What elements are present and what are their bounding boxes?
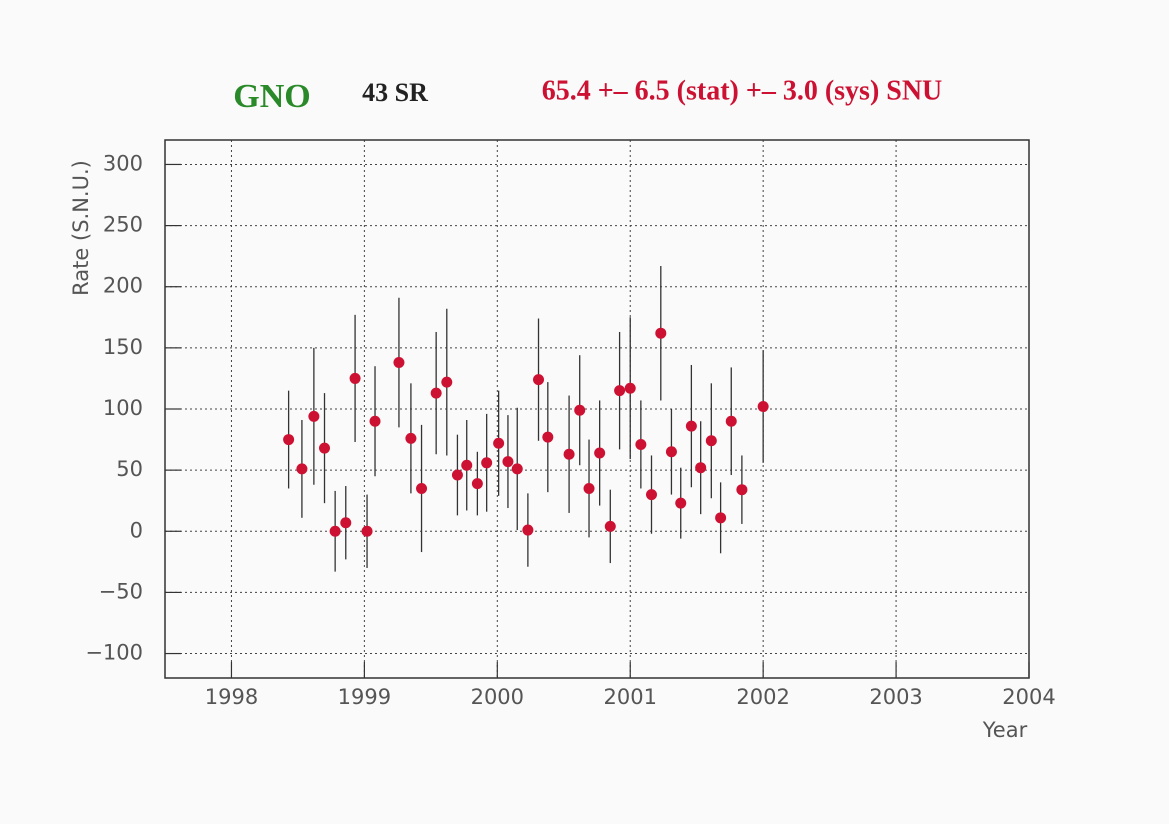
- chart-title: GNO: [233, 78, 310, 115]
- data-point: [430, 387, 442, 399]
- y-tick-label: 0: [130, 518, 143, 542]
- data-point: [493, 437, 505, 449]
- x-tick-label: 2004: [1002, 685, 1055, 709]
- data-point: [715, 512, 727, 524]
- y-tick-label: 150: [103, 335, 143, 359]
- data-point: [369, 415, 381, 427]
- data-point: [705, 435, 717, 447]
- data-point: [533, 374, 545, 386]
- data-point: [441, 376, 453, 388]
- data-point: [329, 525, 341, 537]
- x-tick-label: 1998: [205, 685, 258, 709]
- x-tick-label: 2000: [471, 685, 524, 709]
- data-point: [736, 484, 748, 496]
- data-point: [635, 438, 647, 450]
- data-point: [502, 456, 514, 468]
- y-axis-label: Rate (S.N.U.): [69, 160, 93, 296]
- data-point: [725, 415, 737, 427]
- data-point: [685, 420, 697, 432]
- data-point: [349, 372, 361, 384]
- data-point: [308, 410, 320, 422]
- y-tick-label: −50: [99, 579, 143, 603]
- data-point: [645, 489, 657, 501]
- data-point: [451, 469, 463, 481]
- data-point: [757, 401, 769, 413]
- chart-subtitle: 43 SR: [362, 78, 428, 107]
- x-tick-label: 2001: [604, 685, 657, 709]
- data-point: [583, 482, 595, 494]
- x-tick-label: 2003: [869, 685, 922, 709]
- data-point: [416, 482, 428, 494]
- y-tick-label: 50: [116, 457, 143, 481]
- data-point: [511, 463, 523, 475]
- data-point: [461, 459, 473, 471]
- data-point: [340, 517, 352, 529]
- data-point: [655, 327, 667, 339]
- annotation: 65.4 +– 6.5 (stat) +– 3.0 (sys) SNU: [542, 75, 943, 106]
- data-point: [614, 385, 626, 397]
- data-point: [319, 442, 331, 454]
- y-tick-label: 100: [103, 396, 143, 420]
- data-point: [481, 457, 493, 469]
- data-point: [624, 382, 636, 394]
- x-tick-label: 1999: [338, 685, 391, 709]
- y-tick-label: 250: [103, 213, 143, 237]
- data-point: [393, 357, 405, 369]
- data-point: [594, 447, 606, 459]
- y-tick-label: 200: [103, 274, 143, 298]
- data-point: [361, 525, 373, 537]
- data-point: [563, 448, 575, 460]
- data-point: [542, 431, 554, 443]
- plot-frame: [164, 139, 1030, 679]
- data-point: [675, 497, 687, 509]
- data-point: [574, 404, 586, 416]
- data-point: [604, 520, 616, 532]
- y-tick-label: −100: [85, 641, 143, 665]
- y-tick-label: 300: [103, 151, 143, 175]
- data-point: [665, 446, 677, 458]
- data-point: [296, 463, 308, 475]
- data-point: [522, 524, 534, 536]
- data-point: [405, 432, 417, 444]
- data-point: [471, 478, 483, 490]
- x-axis-label: Year: [982, 718, 1028, 742]
- data-point: [695, 462, 707, 474]
- data-point: [283, 434, 295, 446]
- x-tick-label: 2002: [736, 685, 789, 709]
